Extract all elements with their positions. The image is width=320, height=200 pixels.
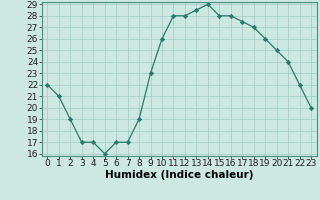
X-axis label: Humidex (Indice chaleur): Humidex (Indice chaleur) bbox=[105, 170, 253, 180]
